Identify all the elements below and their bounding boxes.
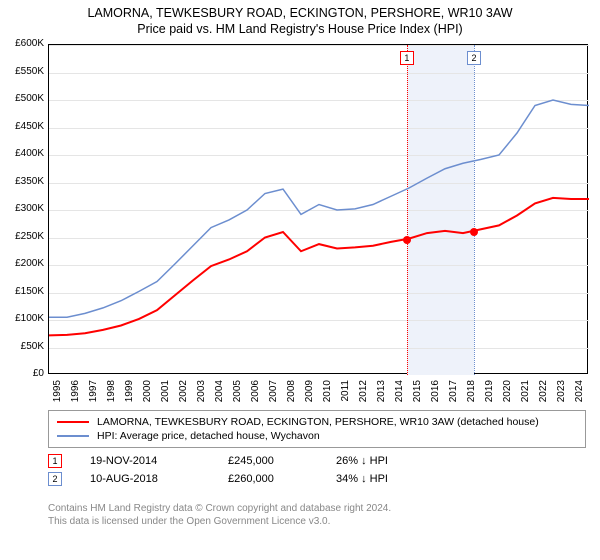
ytick-label: £300K [2,203,44,214]
xtick-label: 2014 [394,380,405,406]
legend: LAMORNA, TEWKESBURY ROAD, ECKINGTON, PER… [48,410,586,448]
xtick-label: 2005 [232,380,243,406]
plot-area: 12 [48,44,588,374]
ytick-label: £50K [2,341,44,352]
ytick-label: £100K [2,313,44,324]
title-block: LAMORNA, TEWKESBURY ROAD, ECKINGTON, PER… [0,0,600,38]
xtick-label: 2015 [412,380,423,406]
legend-swatch [57,421,89,423]
title-line-1: LAMORNA, TEWKESBURY ROAD, ECKINGTON, PER… [10,6,590,20]
footer: Contains HM Land Registry data © Crown c… [48,502,391,528]
ytick-label: £400K [2,148,44,159]
transactions-table: 1 19-NOV-2014 £245,000 26% ↓ HPI 2 10-AUG-201… [48,452,388,488]
xtick-label: 2018 [466,380,477,406]
xtick-label: 2007 [268,380,279,406]
series-property_price [49,198,589,336]
xtick-label: 2023 [556,380,567,406]
series-hpi [49,100,589,317]
plot-svg [49,45,589,375]
chart-container: LAMORNA, TEWKESBURY ROAD, ECKINGTON, PER… [0,0,600,560]
sale-dot [470,228,478,236]
transaction-delta: 26% ↓ HPI [336,455,388,467]
xtick-label: 1999 [124,380,135,406]
ytick-label: £200K [2,258,44,269]
ytick-label: £250K [2,231,44,242]
sale-dot [403,236,411,244]
ytick-label: £600K [2,38,44,49]
xtick-label: 2016 [430,380,441,406]
xtick-label: 2012 [358,380,369,406]
ytick-label: £500K [2,93,44,104]
legend-label: HPI: Average price, detached house, Wych… [97,430,320,442]
transaction-date: 10-AUG-2018 [90,473,200,485]
legend-row: HPI: Average price, detached house, Wych… [57,429,577,443]
xtick-label: 2008 [286,380,297,406]
xtick-label: 2017 [448,380,459,406]
ytick-label: £550K [2,66,44,77]
title-line-2: Price paid vs. HM Land Registry's House … [10,22,590,36]
transaction-price: £260,000 [228,473,308,485]
xtick-label: 2022 [538,380,549,406]
transaction-row: 2 10-AUG-2018 £260,000 34% ↓ HPI [48,470,388,488]
ytick-label: £350K [2,176,44,187]
ytick-label: £0 [2,368,44,379]
transaction-marker: 2 [48,472,62,486]
xtick-label: 2021 [520,380,531,406]
legend-label: LAMORNA, TEWKESBURY ROAD, ECKINGTON, PER… [97,416,539,428]
xtick-label: 1997 [88,380,99,406]
xtick-label: 2000 [142,380,153,406]
xtick-label: 2001 [160,380,171,406]
footer-line-2: This data is licensed under the Open Gov… [48,515,391,528]
xtick-label: 2013 [376,380,387,406]
xtick-label: 1996 [70,380,81,406]
transaction-delta: 34% ↓ HPI [336,473,388,485]
xtick-label: 1998 [106,380,117,406]
ytick-label: £150K [2,286,44,297]
xtick-label: 2006 [250,380,261,406]
xtick-label: 2002 [178,380,189,406]
legend-row: LAMORNA, TEWKESBURY ROAD, ECKINGTON, PER… [57,415,577,429]
transaction-row: 1 19-NOV-2014 £245,000 26% ↓ HPI [48,452,388,470]
xtick-label: 2009 [304,380,315,406]
xtick-label: 2010 [322,380,333,406]
xtick-label: 2024 [574,380,585,406]
transaction-price: £245,000 [228,455,308,467]
ytick-label: £450K [2,121,44,132]
xtick-label: 2020 [502,380,513,406]
footer-line-1: Contains HM Land Registry data © Crown c… [48,502,391,515]
transaction-marker: 1 [48,454,62,468]
xtick-label: 2019 [484,380,495,406]
xtick-label: 2004 [214,380,225,406]
xtick-label: 2011 [340,380,351,406]
xtick-label: 1995 [52,380,63,406]
xtick-label: 2003 [196,380,207,406]
legend-swatch [57,435,89,437]
transaction-date: 19-NOV-2014 [90,455,200,467]
